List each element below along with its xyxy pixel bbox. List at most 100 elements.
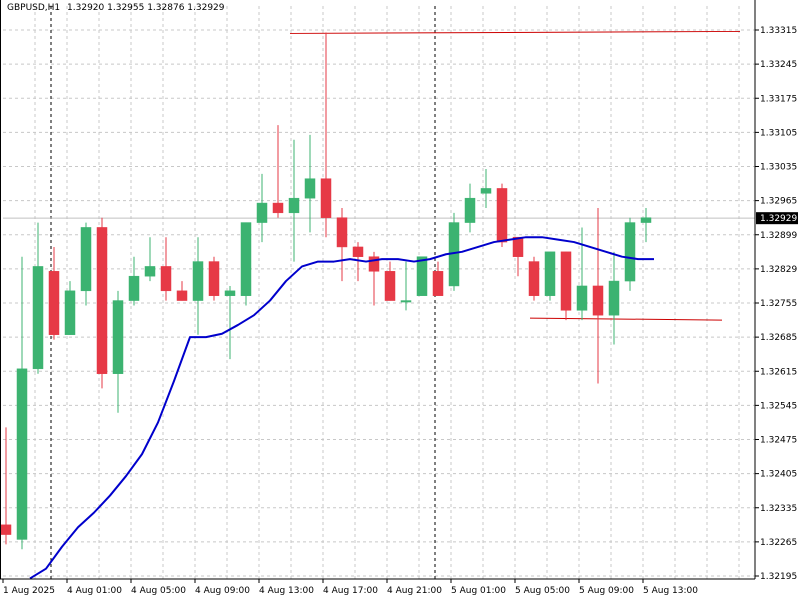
bull-candle xyxy=(400,261,412,311)
candle-body xyxy=(608,280,620,316)
bull-candle xyxy=(464,183,476,233)
candle-body xyxy=(288,197,300,214)
bull-candle xyxy=(224,285,236,360)
candle-body xyxy=(528,261,540,296)
candle-body xyxy=(416,256,428,296)
support-line xyxy=(529,317,723,321)
y-tick-label: 1.32405 xyxy=(760,470,797,480)
y-tick-label: 1.32755 xyxy=(760,299,797,309)
bull-candle xyxy=(112,290,124,413)
axes xyxy=(0,0,756,580)
candle-body xyxy=(144,266,156,277)
ohlc-label: 1.32920 1.32955 1.32876 1.32929 xyxy=(67,3,225,13)
candle-body xyxy=(80,227,92,292)
candle-body xyxy=(544,251,556,296)
candle-body xyxy=(432,271,444,296)
x-tick-label: 4 Aug 17:00 xyxy=(323,586,378,596)
candle-body xyxy=(480,188,492,194)
bull-candle xyxy=(624,217,636,291)
bull-candle xyxy=(16,256,28,550)
bull-candle xyxy=(416,256,428,296)
y-tick-label: 1.32265 xyxy=(760,538,797,548)
current-price-tag-label: 1.32929 xyxy=(760,214,797,224)
grid xyxy=(3,6,755,579)
bull-candle xyxy=(192,237,204,335)
x-tick-label: 4 Aug 05:00 xyxy=(131,586,186,596)
candle-body xyxy=(320,178,332,218)
y-tick-label: 1.33245 xyxy=(760,60,797,70)
x-axis-ticks: 1 Aug 2025 4 Aug 01:00 4 Aug 05:00 4 Aug 09… xyxy=(2,579,698,596)
bear-candle xyxy=(208,256,220,301)
candle-body xyxy=(400,300,412,303)
y-tick-label: 1.32615 xyxy=(760,367,797,377)
candle-body xyxy=(272,202,284,214)
bear-candle xyxy=(528,256,540,301)
candle-body xyxy=(560,251,572,311)
resistance-line xyxy=(289,30,741,34)
y-tick-label: 1.32335 xyxy=(760,504,797,514)
candle-body xyxy=(384,271,396,301)
ma-line xyxy=(29,236,654,580)
y-tick-label: 1.32685 xyxy=(760,333,797,343)
bear-candle xyxy=(160,237,172,301)
bear-candle xyxy=(384,261,396,301)
x-tick-label: 4 Aug 01:00 xyxy=(67,586,122,596)
candle-body xyxy=(128,275,140,301)
price-levels xyxy=(3,30,755,321)
candle-body xyxy=(192,261,204,301)
bull-candle xyxy=(576,227,588,321)
candle-body xyxy=(464,197,476,223)
bull-candle xyxy=(64,281,76,335)
candle-body xyxy=(48,271,60,335)
y-tick-label: 1.32545 xyxy=(760,401,797,411)
candle-body xyxy=(512,236,524,257)
current-price-tag: 1.32929 xyxy=(756,212,798,225)
candle-body xyxy=(352,246,364,257)
candle-body xyxy=(256,202,268,223)
moving-average xyxy=(29,236,654,580)
y-tick-label: 1.32829 xyxy=(760,265,797,275)
candle-body xyxy=(496,188,508,243)
candle-body xyxy=(176,290,188,301)
bear-candle xyxy=(560,251,572,321)
bear-candle xyxy=(176,281,188,301)
bull-candle xyxy=(304,134,316,233)
bull-candle xyxy=(480,168,492,208)
bear-candle xyxy=(48,246,60,340)
candle-body xyxy=(640,217,652,223)
x-tick-label: 4 Aug 21:00 xyxy=(387,586,442,596)
y-axis-ticks: 1.33315 1.33245 1.33175 1.33105 1.33035 1.329… xyxy=(755,26,797,582)
bull-candle xyxy=(288,139,300,262)
candles xyxy=(0,32,652,550)
bear-candle xyxy=(96,217,108,389)
current-price-tag-bg xyxy=(756,212,798,225)
y-tick-label: 1.33105 xyxy=(760,128,797,138)
candle-body xyxy=(0,524,12,535)
x-tick-label: 5 Aug 09:00 xyxy=(579,586,634,596)
candle-body xyxy=(368,256,380,272)
bear-candle xyxy=(336,207,348,282)
x-tick-label: 5 Aug 01:00 xyxy=(451,586,506,596)
candle-body xyxy=(592,285,604,316)
chart-title: GBPUSD,H1 1.32920 1.32955 1.32876 1.3292… xyxy=(7,3,225,13)
bull-candle xyxy=(80,222,92,306)
candle-body xyxy=(16,368,28,540)
bear-candle xyxy=(512,236,524,277)
bull-candle xyxy=(32,222,44,374)
bear-candle xyxy=(320,32,332,238)
candle-body xyxy=(336,217,348,248)
candle-body xyxy=(160,266,172,292)
bull-candle xyxy=(240,222,252,306)
bear-candle xyxy=(496,183,508,247)
candle-body xyxy=(32,266,44,370)
y-tick-label: 1.33315 xyxy=(760,26,797,36)
candle-body xyxy=(96,227,108,374)
x-tick-label: 5 Aug 13:00 xyxy=(643,586,698,596)
bull-candle xyxy=(544,251,556,301)
x-tick-label: 4 Aug 09:00 xyxy=(195,586,250,596)
candle-body xyxy=(64,290,76,335)
bear-candle xyxy=(272,125,284,218)
x-tick-label: 4 Aug 13:00 xyxy=(259,586,314,596)
